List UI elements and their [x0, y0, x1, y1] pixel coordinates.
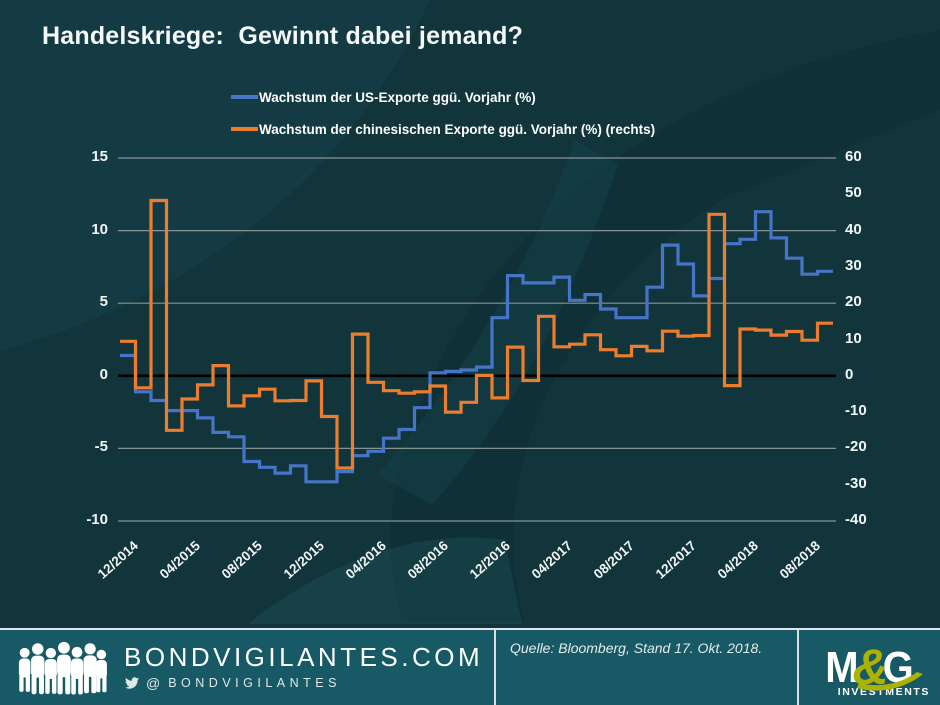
x-axis-tick: 04/2017	[528, 537, 576, 582]
legend-swatch-china-exports	[231, 127, 258, 131]
footer-bar: BONDVIGILANTES.COM @ BONDVIGILANTES Quel…	[0, 628, 940, 705]
footer-text-block: BONDVIGILANTES.COM @ BONDVIGILANTES	[124, 641, 484, 691]
x-axis-tick: 04/2018	[714, 537, 762, 582]
legend-label-china-exports: Wachstum der chinesischen Exporte ggü. V…	[259, 121, 656, 137]
y-axis-right-tick: 0	[845, 365, 854, 383]
mg-swoosh-graphic	[857, 671, 924, 691]
x-axis-tick: 12/2017	[652, 537, 700, 582]
legend-label-us-exports: Wachstum der US-Exporte ggü. Vorjahr (%)	[259, 89, 536, 105]
y-axis-left-tick: 10	[91, 220, 108, 238]
page-title: Handelskriege: Gewinnt dabei jemand?	[42, 22, 524, 50]
x-axis-tick: 12/2014	[94, 537, 142, 582]
y-axis-right-tick: -10	[845, 402, 867, 420]
twitter-bird-icon	[125, 677, 139, 689]
y-axis-right-tick: 10	[845, 329, 862, 347]
y-axis-right-tick: 30	[845, 256, 862, 274]
twitter-row: @ BONDVIGILANTES	[124, 675, 483, 691]
legend-swatch-us-exports	[231, 95, 258, 99]
y-axis-right-tick: 60	[845, 148, 862, 165]
legend: Wachstum der US-Exporte ggü. Vorjahr (%)…	[231, 87, 655, 151]
twitter-at-symbol: @	[146, 675, 161, 692]
x-axis-tick: 08/2016	[404, 537, 452, 582]
x-axis-tick: 04/2015	[156, 537, 204, 582]
y-axis-left-tick: -10	[86, 511, 108, 528]
x-axis-tick: 08/2018	[776, 537, 824, 582]
footer-divider-right	[797, 630, 799, 705]
y-axis-left-tick: 0	[99, 365, 108, 383]
legend-item-us-exports: Wachstum der US-Exporte ggü. Vorjahr (%)	[231, 87, 655, 107]
footer-bondvigilantes-brand: BONDVIGILANTES.COM @ BONDVIGILANTES	[0, 630, 494, 705]
y-axis-right-tick: -30	[845, 474, 867, 492]
mg-letter-m: M	[825, 643, 859, 692]
y-axis-left-tick: 5	[99, 293, 108, 311]
people-crowd-icon	[18, 641, 107, 694]
mg-investments-label: INVESTMENTS	[837, 685, 930, 698]
x-axis-tick: 08/2017	[590, 537, 638, 582]
mg-ampersand: &	[852, 638, 889, 695]
x-axis-tick: 08/2015	[218, 537, 266, 582]
twitter-handle: BONDVIGILANTES	[168, 676, 341, 691]
source-note: Quelle: Bloomberg, Stand 17. Okt. 2018.	[510, 640, 763, 656]
legend-item-china-exports: Wachstum der chinesischen Exporte ggü. V…	[231, 119, 655, 139]
footer-source-section: Quelle: Bloomberg, Stand 17. Okt. 2018.	[496, 630, 797, 705]
footer-divider-left	[494, 630, 496, 705]
site-name: BONDVIGILANTES.COM	[124, 641, 484, 672]
mg-investments-logo: M & G INVESTMENTS	[799, 630, 940, 705]
y-axis-left-tick: -5	[94, 438, 108, 456]
y-axis-left-tick: 15	[91, 148, 108, 165]
y-axis-right-tick: -20	[845, 438, 867, 456]
x-axis-tick: 12/2015	[280, 537, 328, 582]
y-axis-right-tick: 50	[845, 184, 862, 202]
y-axis-right-tick: -40	[845, 511, 867, 528]
x-axis-tick: 04/2016	[342, 537, 390, 582]
x-axis-tick: 12/2016	[466, 537, 514, 582]
mg-logo-letters: M & G	[825, 638, 924, 692]
y-axis-right-tick: 20	[845, 293, 862, 311]
y-axis-right-tick: 40	[845, 220, 862, 238]
